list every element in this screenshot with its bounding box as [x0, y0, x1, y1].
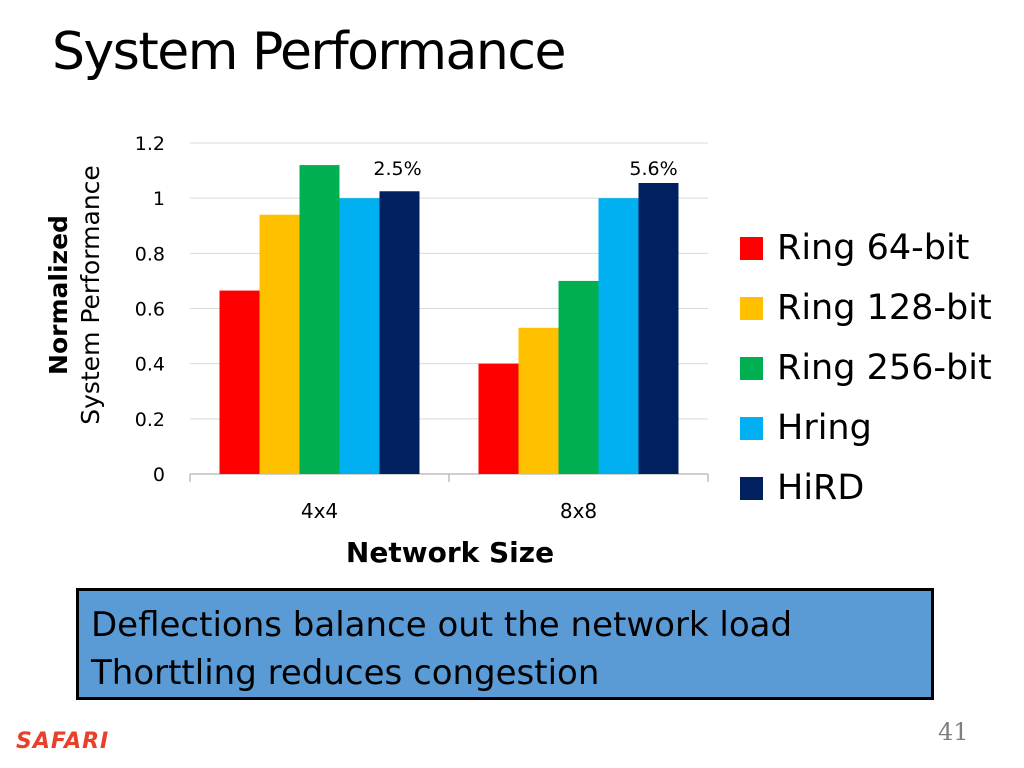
legend-label: Ring 128-bit [777, 288, 992, 328]
y-axis-label: Normalized System Performance [35, 100, 115, 490]
bar-hird-4x4 [379, 191, 420, 475]
x-tick-label: 4x4 [301, 499, 338, 523]
legend-swatch [740, 476, 763, 500]
bar-hird-8x8 [638, 182, 679, 474]
legend-item: Ring 128-bit [740, 278, 992, 338]
y-tick-label: 0 [153, 464, 165, 486]
legend-item: HiRD [740, 458, 992, 518]
takeaway-callout: Deflections balance out the network load… [76, 588, 934, 700]
legend-label: Ring 256-bit [777, 348, 992, 388]
bar-hring-8x8 [598, 198, 639, 474]
legend-label: Ring 64-bit [777, 228, 970, 268]
safari-logo: SAFARI [16, 729, 110, 754]
bar-ring-256-bit-4x4 [299, 165, 340, 475]
legend-item: Ring 64-bit [740, 218, 992, 278]
bar-annotation: 5.6% [629, 158, 677, 180]
legend-swatch [740, 236, 763, 260]
page-number: 41 [938, 718, 969, 746]
bar-ring-128-bit-4x4 [259, 214, 300, 474]
bar-hring-4x4 [339, 198, 380, 474]
y-tick-label: 1.2 [135, 133, 165, 155]
chart-legend: Ring 64-bit Ring 128-bit Ring 256-bit Hr… [740, 218, 992, 518]
y-tick-label: 0.4 [135, 354, 165, 376]
bar-ring-128-bit-8x8 [518, 327, 559, 474]
slide-title: System Performance [52, 22, 566, 82]
y-tick-label: 1 [153, 188, 165, 210]
bar-ring-64-bit-8x8 [478, 363, 519, 474]
bar-ring-256-bit-8x8 [558, 280, 599, 474]
y-tick-label: 0.6 [135, 299, 165, 321]
legend-swatch [740, 296, 763, 320]
y-tick-label: 0.2 [135, 409, 165, 431]
x-tick-label: 8x8 [560, 499, 597, 523]
callout-line: Thorttling reduces congestion [91, 653, 600, 693]
bar-ring-64-bit-4x4 [219, 290, 260, 474]
y-axis-label-line2: System Performance [76, 165, 105, 425]
legend-swatch [740, 416, 763, 440]
legend-label: Hring [777, 408, 872, 448]
legend-swatch [740, 356, 763, 380]
x-axis-label: Network Size [345, 536, 555, 569]
y-tick-label: 0.8 [135, 243, 165, 265]
legend-item: Ring 256-bit [740, 338, 992, 398]
bar-annotation: 2.5% [373, 158, 421, 180]
legend-label: HiRD [777, 468, 865, 508]
y-axis-label-line1: Normalized [44, 215, 73, 375]
callout-line: Deflections balance out the network load [91, 605, 793, 645]
legend-item: Hring [740, 398, 992, 458]
